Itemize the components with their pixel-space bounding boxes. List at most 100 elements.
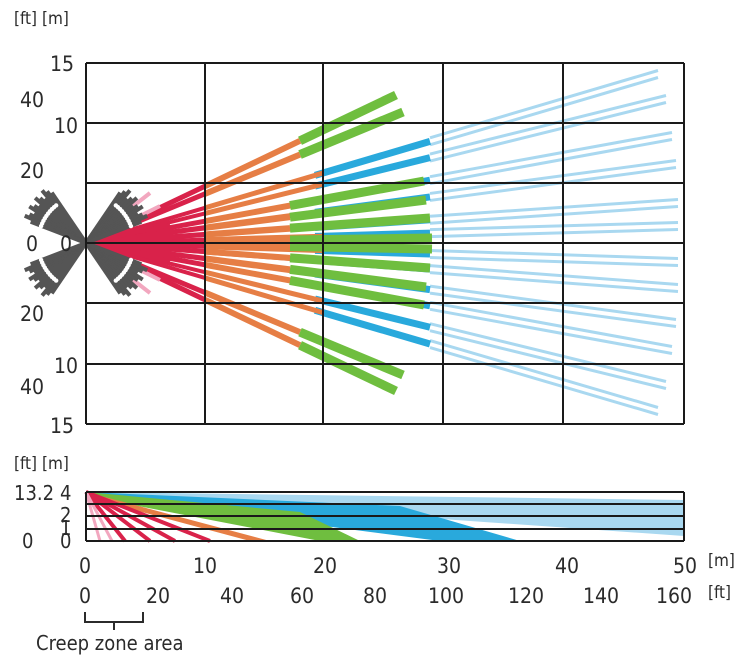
green-beam-5 — [289, 233, 433, 245]
creep-gap — [128, 223, 134, 229]
creep-zone-bracket: Creep zone area — [36, 612, 184, 655]
x-label-ft-80: 80 — [363, 584, 387, 608]
x-label-ft-100: 100 — [428, 584, 464, 608]
x-label-ft-160: 160 — [656, 584, 692, 608]
beam-far-5-0 — [429, 221, 679, 232]
green-beam-10 — [298, 327, 405, 380]
side-view-grid — [85, 491, 685, 542]
beam-far-6-0 — [429, 249, 679, 260]
creep-gap — [38, 223, 44, 229]
green-beam-near-2 — [204, 202, 291, 225]
creep-zone-rays — [23, 189, 149, 297]
beam-far-9-0 — [429, 300, 673, 348]
top-view: [ft] [m] 15 10 0 10 15 40 20 0 20 40 — [14, 9, 685, 438]
top-y-label-ft-20-lower: 20 — [20, 302, 44, 326]
green-beam-3 — [289, 195, 427, 222]
green-beam-6 — [289, 242, 433, 254]
creep-gap — [128, 257, 134, 263]
side-unit-ft: [ft] — [14, 454, 37, 474]
green-beam-near-10 — [203, 289, 302, 335]
green-beam-near-5 — [204, 237, 291, 245]
top-y-label-m-0: 0 — [60, 232, 72, 256]
beam-far-2-0 — [429, 131, 673, 179]
beam-far-0-1 — [429, 76, 659, 147]
x-label-m-10: 10 — [193, 554, 217, 578]
beam-far-6-1 — [429, 256, 679, 267]
side-view: [ft] [m] 13.2 0 4 2 1 0 — [14, 454, 685, 553]
beam-mid-0 — [322, 138, 431, 177]
x-label-m-50: 50 — [673, 554, 697, 578]
beam-mid-11 — [322, 309, 431, 348]
side-unit-m: [m] — [42, 454, 69, 474]
green-beam-near-7 — [204, 248, 291, 261]
beam-near-0 — [204, 170, 324, 211]
x-label-ft-20: 20 — [146, 584, 170, 608]
x-label-ft-120: 120 — [508, 584, 544, 608]
top-unit-m: [m] — [42, 9, 69, 29]
top-view-grid — [85, 62, 685, 425]
beam-far-7-0 — [429, 264, 679, 286]
side-y-label-m-1: 1 — [60, 516, 71, 540]
beam-far-2-1 — [429, 138, 673, 186]
top-y-label-m-15-lower: 15 — [50, 414, 74, 438]
x-label-m-40: 40 — [555, 554, 579, 578]
green-beam-near-11 — [203, 297, 302, 348]
green-beam-near-3 — [204, 214, 291, 231]
green-beam-0 — [298, 90, 398, 145]
beam-far-10-0 — [429, 322, 667, 383]
x-axis: 0 10 20 30 40 50 [m] 0 20 40 60 80 100 1… — [79, 551, 735, 608]
beam-far-4-0 — [429, 198, 679, 218]
beam-far-3-0 — [429, 159, 677, 195]
beam-mid-1 — [322, 154, 431, 188]
side-y-label-m-4: 4 — [60, 481, 71, 505]
x-label-m-20: 20 — [313, 554, 337, 578]
green-beam-near-8 — [204, 255, 291, 273]
green-beam-9 — [289, 275, 425, 310]
x-label-ft-60: 60 — [290, 584, 314, 608]
short-beam-5 — [85, 241, 171, 263]
top-unit-ft: [ft] — [14, 9, 37, 29]
beam-near-10 — [204, 269, 324, 304]
beam-far-7-1 — [429, 271, 679, 293]
green-beam-2 — [289, 176, 425, 211]
beam-near-11 — [204, 275, 324, 316]
x-label-ft-140: 140 — [583, 584, 619, 608]
creep-zone-label: Creep zone area — [36, 631, 184, 655]
top-view-beams — [84, 69, 679, 416]
creep-zone-bracket-line — [84, 612, 144, 630]
side-y-label-m-0: 0 — [60, 529, 71, 553]
green-beam-1 — [298, 107, 405, 159]
beam-far-8-1 — [429, 291, 677, 328]
green-beam-7 — [289, 253, 431, 273]
side-y-label-ft-13-2: 13.2 — [14, 481, 54, 505]
beam-mid-10 — [322, 297, 431, 331]
x-label-m-0: 0 — [79, 554, 91, 578]
beam-far-5-1 — [429, 228, 679, 239]
top-y-label-ft-20-upper: 20 — [20, 159, 44, 183]
green-beam-4 — [289, 213, 431, 233]
creep-gap — [38, 257, 44, 263]
top-y-label-ft-40-upper: 40 — [20, 88, 44, 112]
x-label-ft-0: 0 — [79, 584, 91, 608]
beam-far-11-0 — [429, 339, 659, 409]
x-unit-ft: [ft] — [708, 583, 731, 603]
green-beam-near-4 — [204, 225, 291, 238]
top-y-label-ft-40-lower: 40 — [20, 375, 44, 399]
green-beam-11 — [298, 341, 398, 396]
x-unit-m: [m] — [708, 551, 735, 571]
green-beam-8 — [289, 264, 427, 292]
top-y-label-m-10-lower: 10 — [54, 354, 78, 378]
top-y-label-m-15-upper: 15 — [50, 52, 74, 76]
beam-far-1-0 — [429, 94, 667, 156]
green-beam-near-6 — [204, 242, 291, 250]
x-label-ft-40: 40 — [220, 584, 244, 608]
beam-far-10-1 — [429, 329, 667, 390]
beam-far-4-1 — [429, 205, 679, 225]
beam-far-11-1 — [429, 346, 659, 416]
beam-far-0-0 — [429, 69, 659, 140]
green-beam-near-0 — [203, 138, 302, 189]
side-y-label-ft-0: 0 — [22, 529, 33, 553]
beam-far-1-1 — [429, 101, 667, 163]
beam-far-9-1 — [429, 307, 673, 355]
